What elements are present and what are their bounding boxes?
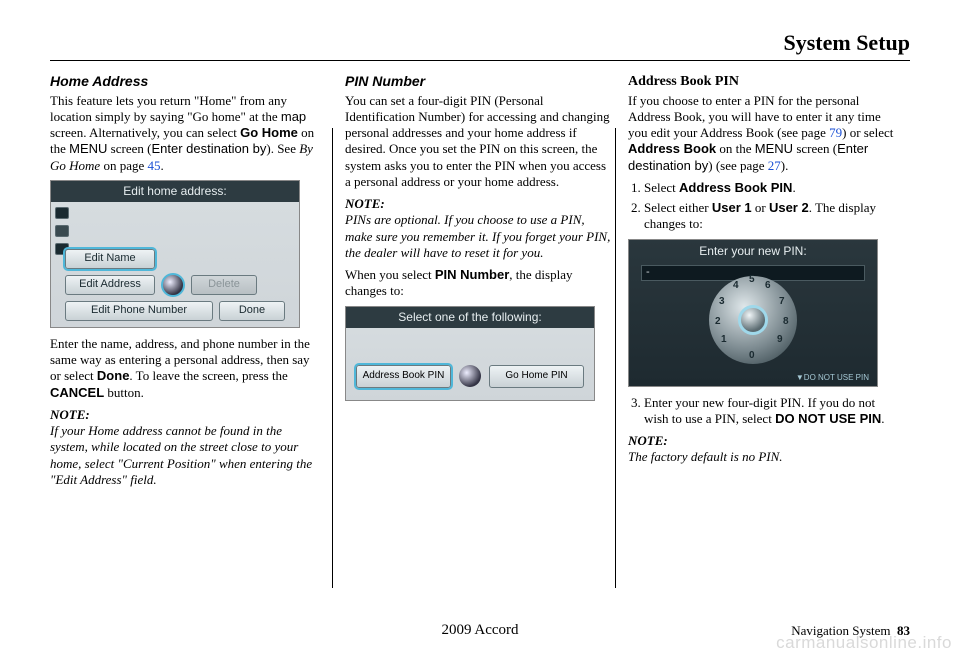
col1-para2: Enter the name, address, and phone numbe… <box>50 336 320 401</box>
text: This feature lets you return "Home" from… <box>50 93 287 124</box>
text: on page <box>100 158 147 173</box>
step-2: Select either User 1 or User 2. The disp… <box>644 200 898 233</box>
text-sans: map <box>281 109 306 124</box>
text: . <box>881 411 884 426</box>
text: ) (see page <box>708 158 768 173</box>
dial-num: 5 <box>749 274 755 287</box>
text: ). <box>781 158 789 173</box>
category-icon <box>55 207 69 219</box>
ss2-title: Select one of the following: <box>346 307 594 328</box>
go-home-pin-button[interactable]: Go Home PIN <box>489 365 584 388</box>
note-heading: NOTE: <box>50 407 90 422</box>
text: . <box>792 180 795 195</box>
content-columns: Home Address This feature lets you retur… <box>50 73 910 603</box>
note-heading: NOTE: <box>628 433 668 448</box>
text: on the <box>716 141 755 156</box>
text: button. <box>104 385 144 400</box>
text: screen ( <box>793 141 837 156</box>
text: screen ( <box>107 141 151 156</box>
screenshot-select-pin: Select one of the following: Address Boo… <box>345 306 595 401</box>
text-bold: Address Book PIN <box>679 180 792 195</box>
dial-num: 0 <box>749 350 755 363</box>
dial-knob-icon <box>161 273 185 297</box>
text: . To leave the screen, press the <box>129 368 287 383</box>
col3-note: NOTE: The factory default is no PIN. <box>628 433 898 466</box>
col3-steps-cont: Enter your new four-digit PIN. If you do… <box>628 395 898 428</box>
col2-heading: PIN Number <box>345 73 615 91</box>
step-1: Select Address Book PIN. <box>644 180 898 196</box>
text-bold: User 1 <box>712 200 752 215</box>
text-bold: Done <box>97 368 130 383</box>
dial-knob-icon <box>459 365 481 387</box>
screenshot-enter-pin: Enter your new PIN: - 5 6 7 8 9 0 1 2 3 … <box>628 239 878 387</box>
text: screen. Alternatively, you can select <box>50 125 240 140</box>
col2-para2: When you select PIN Number, the display … <box>345 267 615 300</box>
page-link[interactable]: 27 <box>768 158 781 173</box>
text-bold: CANCEL <box>50 385 104 400</box>
do-not-use-pin[interactable]: ▼DO NOT USE PIN <box>796 373 869 383</box>
dial-num: 1 <box>721 334 727 347</box>
col2-note: NOTE: PINs are optional. If you choose t… <box>345 196 615 261</box>
ss2-row: Address Book PIN Go Home PIN <box>356 365 584 388</box>
col1-note: NOTE: If your Home address cannot be fou… <box>50 407 320 488</box>
text-bold: Go Home <box>240 125 298 140</box>
pin-dial[interactable]: 5 6 7 8 9 0 1 2 3 4 <box>709 276 797 364</box>
done-button[interactable]: Done <box>219 301 285 321</box>
edit-name-button[interactable]: Edit Name <box>65 249 155 269</box>
address-book-pin-button[interactable]: Address Book PIN <box>356 365 451 388</box>
dial-num: 8 <box>783 316 789 329</box>
dial-num: 6 <box>765 280 771 293</box>
text: Select either <box>644 200 712 215</box>
dial-num: 2 <box>715 316 721 329</box>
category-icon <box>55 225 69 237</box>
ss1-title: Edit home address: <box>51 181 299 202</box>
note-body: The factory default is no PIN. <box>628 449 783 464</box>
screenshot-edit-home: Edit home address: Edit Name Edit Addres… <box>50 180 300 328</box>
text-bold: PIN Number <box>435 267 509 282</box>
edit-phone-button[interactable]: Edit Phone Number <box>65 301 213 321</box>
step-3: Enter your new four-digit PIN. If you do… <box>644 395 898 428</box>
page-link[interactable]: 45 <box>147 158 160 173</box>
dial-num: 3 <box>719 296 725 309</box>
col3-para1: If you choose to enter a PIN for the per… <box>628 93 898 174</box>
text: ). See <box>266 141 299 156</box>
page-title: System Setup <box>50 30 910 56</box>
text: Select <box>644 180 679 195</box>
text-sans: Enter destination by <box>151 141 266 156</box>
note-body: If your Home address cannot be found in … <box>50 423 312 487</box>
note-body: PINs are optional. If you choose to use … <box>345 212 610 260</box>
text: . <box>160 158 163 173</box>
col3-steps: Select Address Book PIN. Select either U… <box>628 180 898 233</box>
header-rule <box>50 60 910 61</box>
text: ) or select <box>842 125 893 140</box>
text-bold: DO NOT USE PIN <box>775 411 881 426</box>
text-bold: User 2 <box>769 200 809 215</box>
edit-address-button[interactable]: Edit Address <box>65 275 155 295</box>
manual-page: System Setup Home Address This feature l… <box>0 0 960 655</box>
column-3: Address Book PIN If you choose to enter … <box>616 73 910 603</box>
col1-para1: This feature lets you return "Home" from… <box>50 93 320 174</box>
note-heading: NOTE: <box>345 196 385 211</box>
delete-button[interactable]: Delete <box>191 275 257 295</box>
col1-heading: Home Address <box>50 73 320 91</box>
col3-heading: Address Book PIN <box>628 73 898 91</box>
dial-num: 4 <box>733 280 739 293</box>
text: or <box>752 200 769 215</box>
ss1-buttons: Edit Name Edit Address Delete Edit Phone… <box>65 245 285 321</box>
col2-para1: You can set a four-digit PIN (Personal I… <box>345 93 615 191</box>
text-sans: MENU <box>69 141 107 156</box>
text-sans: MENU <box>755 141 793 156</box>
text-bold: Address Book <box>628 141 716 156</box>
column-1: Home Address This feature lets you retur… <box>50 73 332 603</box>
column-2: PIN Number You can set a four-digit PIN … <box>333 73 615 603</box>
ss3-title: Enter your new PIN: <box>629 240 877 263</box>
dial-center-icon <box>738 305 768 335</box>
text: When you select <box>345 267 435 282</box>
page-link[interactable]: 79 <box>829 125 842 140</box>
watermark: carmanualsonline.info <box>776 633 952 653</box>
dial-num: 9 <box>777 334 783 347</box>
dial-num: 7 <box>779 296 785 309</box>
